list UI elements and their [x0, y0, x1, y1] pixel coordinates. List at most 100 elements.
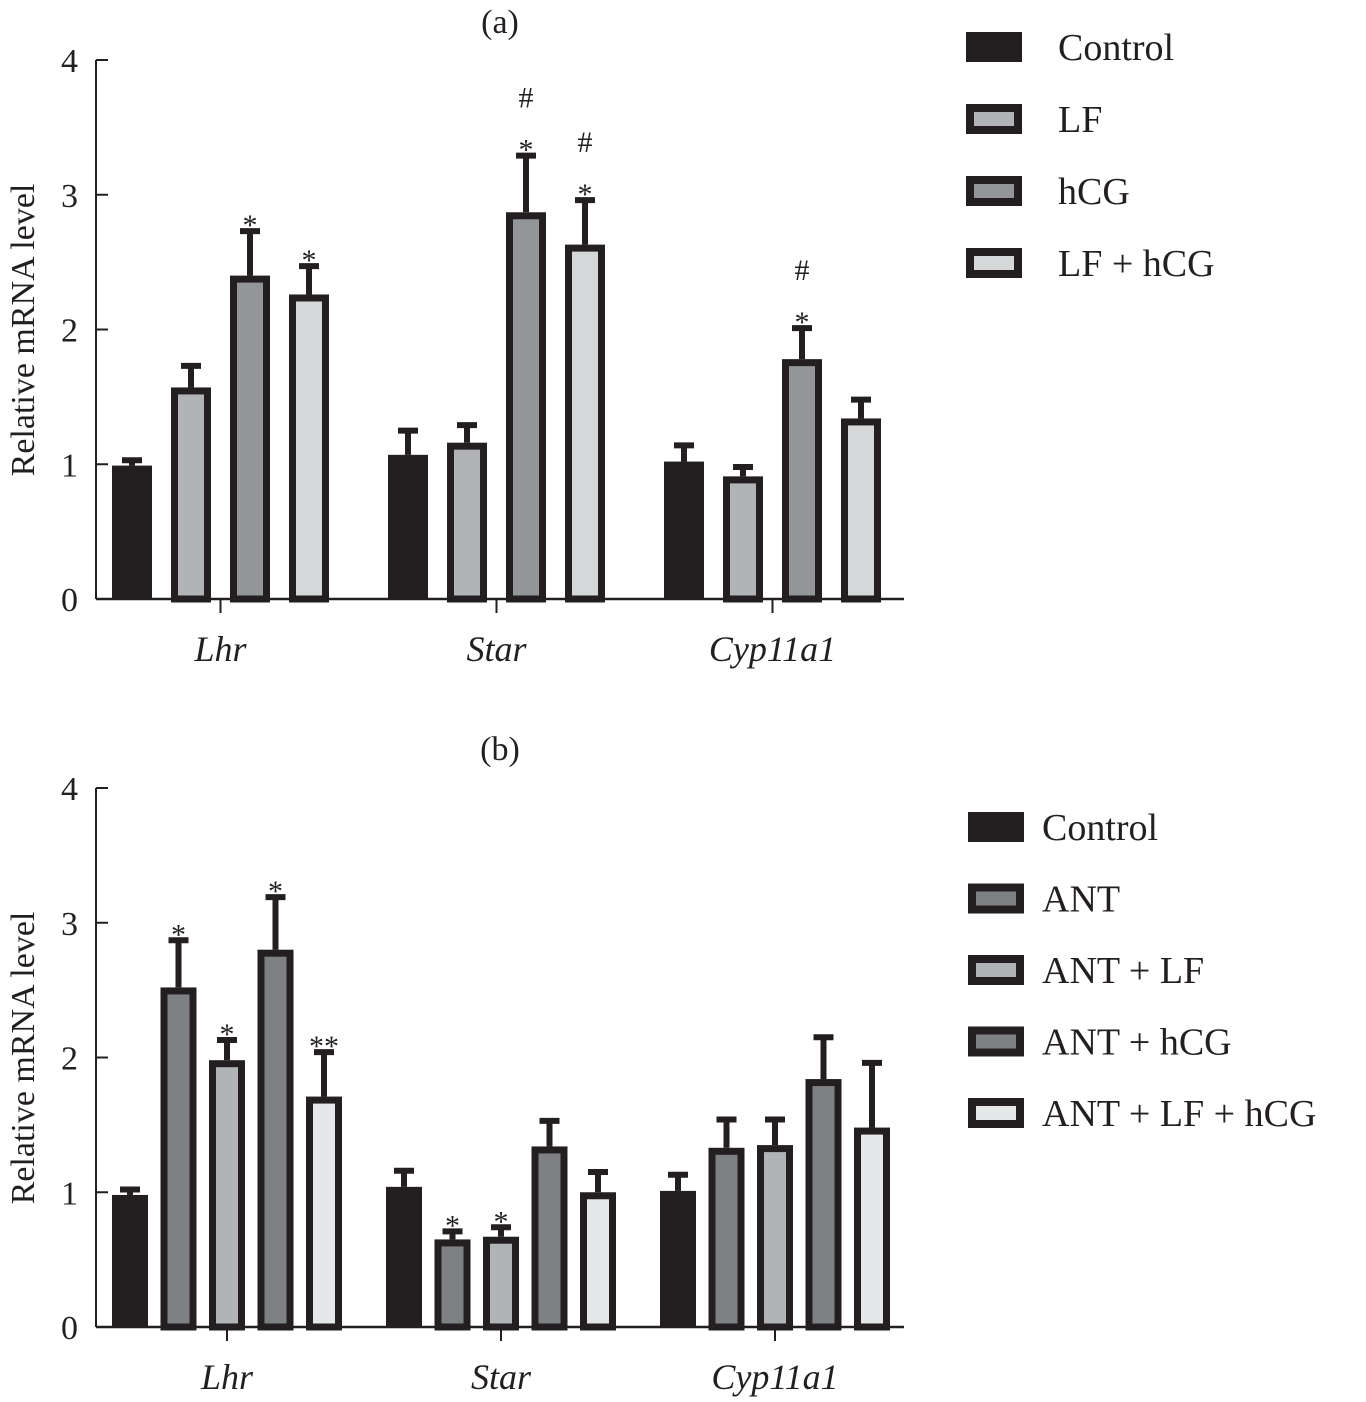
bar-group: * [209, 1018, 245, 1331]
legend-swatch [968, 812, 1024, 842]
significance-hash: # [795, 254, 810, 287]
bar [531, 1146, 568, 1331]
bar [483, 1236, 519, 1331]
panel-a-x-tick-label: Star [466, 629, 527, 669]
bar-group [664, 442, 704, 599]
bar [160, 987, 197, 1331]
bar-group: *# [782, 254, 822, 603]
bar [230, 275, 270, 603]
panel-b-x-tick-label: Star [471, 1357, 532, 1397]
significance-asterisk: * [445, 1209, 460, 1242]
significance-asterisk: * [268, 875, 283, 908]
bar-group [388, 427, 428, 599]
legend-label: ANT [1042, 879, 1120, 921]
bar-group: * [257, 875, 294, 1331]
bar [257, 949, 294, 1331]
legend-swatch [966, 176, 1022, 206]
bar-group [805, 1034, 842, 1331]
panel-b-legend: Control ANT ANT + LF ANT + hCG ANT + LF + hC… [968, 807, 1316, 1135]
significance-hash: # [578, 126, 593, 159]
bar-group: * [230, 209, 270, 603]
panel-b-y-tick-label: 3 [61, 906, 78, 943]
panel-a-legend: Control LF hCG LF + hCG [966, 27, 1215, 285]
bar-group [841, 396, 881, 603]
bar [306, 1096, 342, 1331]
significance-asterisk: * [171, 918, 186, 951]
bar-group [112, 457, 152, 599]
bar [506, 212, 546, 603]
panel-a: (a) Relative mRNA level 0 1 2 3 4 Lhr Star Cyp1… [5, 4, 1215, 669]
bar [565, 244, 605, 603]
panel-b-x-tick-label: Cyp11a1 [711, 1357, 838, 1397]
legend-item: LF [966, 99, 1102, 141]
bar [112, 1194, 148, 1327]
panel-b-x-tick-label: Lhr [200, 1357, 254, 1397]
bar [660, 1190, 696, 1327]
legend-swatch [966, 248, 1022, 278]
bar [289, 294, 329, 603]
bar-group [580, 1169, 616, 1331]
significance-asterisk: * [302, 244, 317, 277]
bar [723, 476, 763, 603]
legend-label: LF + hCG [1058, 243, 1215, 285]
bar [386, 1186, 422, 1327]
panel-a-x-tick-label: Lhr [193, 629, 247, 669]
panel-a-x-tick-label: Cyp11a1 [709, 629, 836, 669]
bar [112, 465, 152, 599]
bar [209, 1060, 245, 1331]
panel-a-bars: ***#*#*# [112, 82, 881, 603]
bar-group [531, 1117, 568, 1331]
panel-a-y-tick-label: 2 [61, 313, 78, 350]
bar [805, 1079, 842, 1331]
bar-group [708, 1116, 745, 1331]
bar [757, 1145, 793, 1331]
legend-item: ANT [968, 879, 1120, 921]
legend-item: hCG [966, 171, 1130, 213]
panel-a-y-tick-label: 1 [61, 447, 78, 484]
bar [708, 1147, 745, 1331]
panel-a-y-tick-label: 3 [61, 178, 78, 215]
panel-a-y-tick-label: 0 [61, 582, 78, 619]
legend-item: Control [968, 807, 1158, 849]
panel-b-y-tick-label: 2 [61, 1041, 78, 1078]
legend-label: ANT + LF + hCG [1042, 1093, 1316, 1135]
panel-b-y-tick-label: 0 [61, 1310, 78, 1347]
legend-item: ANT + LF [968, 950, 1204, 992]
legend-swatch [966, 32, 1022, 62]
bar-group [447, 422, 487, 603]
significance-asterisk: * [243, 209, 258, 242]
bar [434, 1239, 471, 1331]
significance-asterisk: * [494, 1205, 509, 1238]
significance-hash: # [519, 82, 534, 115]
bar [664, 461, 704, 599]
panel-b-y-axis-title: Relative mRNA level [5, 912, 42, 1205]
bar [782, 359, 822, 603]
bar-group: * [160, 918, 197, 1331]
bar-group [723, 463, 763, 603]
significance-asterisk: * [578, 178, 593, 211]
bar-group: *# [506, 82, 546, 603]
bar [580, 1192, 616, 1331]
legend-label: hCG [1058, 171, 1130, 213]
bar-group [757, 1116, 793, 1331]
bar-group: * [289, 244, 329, 603]
bar-group: *# [565, 126, 605, 603]
panel-b-y-tick-label: 4 [61, 771, 78, 808]
bar-group [171, 362, 211, 603]
legend-item: ANT + LF + hCG [968, 1093, 1316, 1135]
panel-b-bars: ****** * [112, 875, 890, 1331]
panel-b: (b) Relative mRNA level 0 1 2 3 4 Lhr Star Cyp1… [5, 731, 1316, 1397]
legend-swatch [968, 883, 1024, 914]
legend-swatch [966, 104, 1022, 134]
panel-a-y-axis-title: Relative mRNA level [5, 184, 42, 477]
panel-b-y-tick-label: 1 [61, 1175, 78, 1212]
panel-a-axes: 0 1 2 3 4 Lhr Star Cyp11a1 [61, 43, 904, 669]
bar [447, 442, 487, 603]
legend-label: LF [1058, 99, 1102, 141]
bar-group [386, 1167, 422, 1327]
bar-group [660, 1171, 696, 1327]
legend-label: ANT + hCG [1042, 1022, 1232, 1064]
significance-asterisk: ** [309, 1030, 339, 1063]
legend-label: Control [1042, 807, 1158, 849]
bar-group: * [483, 1205, 519, 1331]
